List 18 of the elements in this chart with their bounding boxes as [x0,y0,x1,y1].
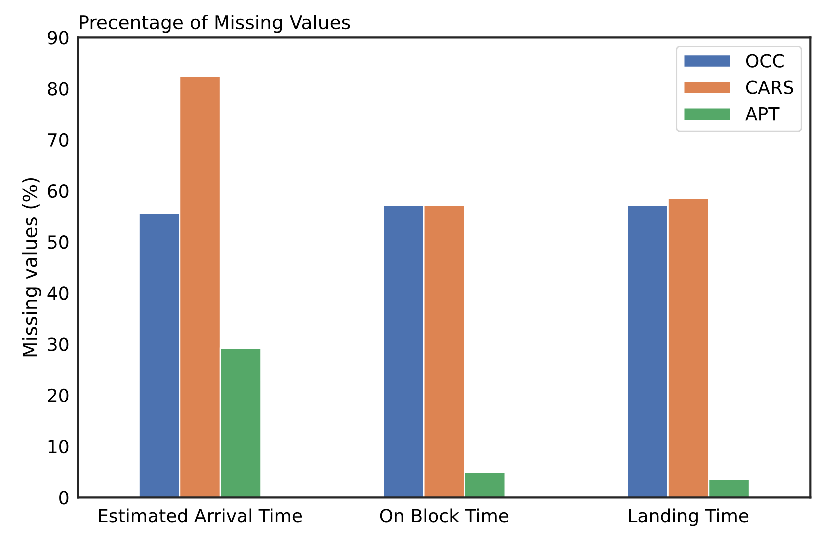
y-tick-label: 20 [48,388,69,403]
y-tick-label: 10 [48,440,69,454]
y-tick-label: 80 [48,82,69,96]
x-tick-label: On Block Time [380,508,509,523]
chart-title: Precentage of Missing Values [80,15,350,34]
legend-label: OCC [746,54,784,68]
y-tick-label: 40 [48,286,69,300]
x-tick-label: Estimated Arrival Time [99,508,302,523]
legend-label: CARS [746,80,794,94]
x-tick-label: Landing Time [629,508,749,526]
y-tick-label: 90 [48,31,69,45]
y-tick-label: 60 [48,184,69,198]
y-axis-title: Missing values (%) [22,178,42,357]
y-tick-label: 50 [48,236,69,250]
y-tick-label: 30 [48,338,69,352]
y-tick-label: 0 [60,491,69,505]
legend-label: APT [746,107,780,121]
y-tick-label: 70 [48,133,69,147]
